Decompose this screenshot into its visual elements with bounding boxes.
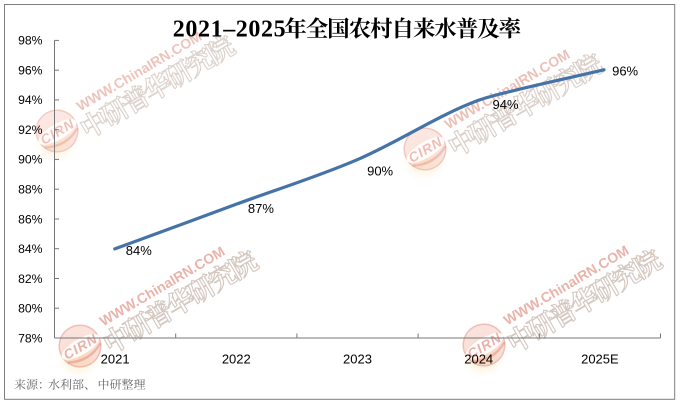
svg-text:94%: 94% [18, 93, 43, 107]
svg-text:2025E: 2025E [581, 352, 619, 367]
svg-text:84%: 84% [18, 242, 43, 256]
svg-text:87%: 87% [248, 201, 274, 216]
svg-text:86%: 86% [18, 212, 43, 226]
svg-text:2021–2025: 2021–2025 [173, 16, 286, 42]
svg-text:78%: 78% [18, 331, 43, 345]
svg-text:80%: 80% [18, 302, 43, 316]
svg-text:88%: 88% [18, 183, 43, 197]
svg-text:96%: 96% [18, 64, 43, 78]
svg-text:2022: 2022 [222, 352, 251, 367]
svg-text:98%: 98% [18, 34, 43, 48]
svg-text:84%: 84% [126, 243, 152, 258]
svg-text:2023: 2023 [343, 352, 372, 367]
svg-text:94%: 94% [493, 97, 519, 112]
svg-text:2021: 2021 [101, 352, 130, 367]
svg-text:96%: 96% [612, 64, 638, 79]
svg-text:2024: 2024 [464, 352, 493, 367]
svg-text:90%: 90% [18, 153, 43, 167]
svg-text:90%: 90% [367, 163, 393, 178]
svg-text:92%: 92% [18, 123, 43, 137]
svg-text:82%: 82% [18, 272, 43, 286]
